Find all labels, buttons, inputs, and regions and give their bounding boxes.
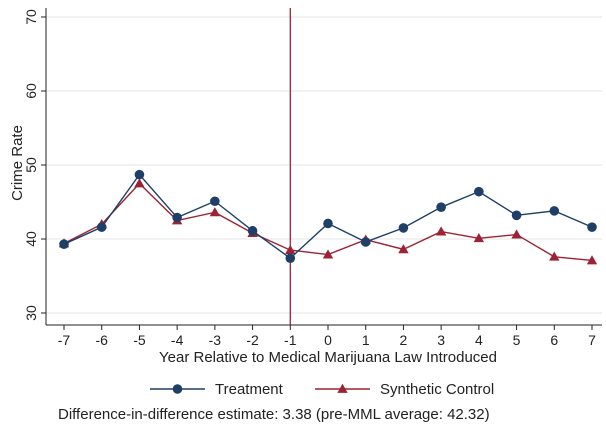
x-tick-label: 4 [475,332,483,348]
data-point [59,239,69,249]
legend: Treatment Synthetic Control [150,381,494,398]
data-point [285,253,296,264]
data-point [247,226,258,236]
x-tick-label: -2 [246,332,259,348]
data-point [209,207,221,217]
x-tick-label: -4 [171,332,184,348]
data-point [96,222,107,232]
data-point [360,237,371,247]
x-tick-label: 1 [362,332,370,348]
data-point [285,244,296,254]
data-point [586,255,598,265]
data-point [323,218,333,229]
legend-label: Synthetic Control [380,381,494,398]
x-tick-label: 2 [400,332,408,348]
data-point [398,244,409,254]
data-point [172,212,182,223]
x-tick-label: -6 [95,332,108,348]
y-axis-title: Crime Rate [9,125,26,201]
x-tick-label: 7 [588,332,596,348]
x-tick-label: 0 [324,332,332,348]
y-tick-label: 30 [23,305,39,321]
data-point [436,202,446,212]
data-point [398,223,409,233]
x-tick-label: 3 [437,332,445,348]
axes: 30 40 50 60 70 -7 -6 -5 -4 -3 -2 -1 0 1 2 3 4 5 6 7 [23,8,602,348]
x-tick-label: 5 [513,332,521,348]
x-tick-label: 6 [550,332,558,348]
did-estimate-note: Difference-in-difference estimate: 3.38 … [58,406,490,423]
y-tick-label: 70 [23,9,39,25]
legend-marker [337,383,348,393]
legend-item: Treatment [150,381,284,398]
data-point [511,229,522,239]
data-point [210,196,220,207]
data-point [549,251,560,261]
x-tick-label: -7 [58,332,71,348]
x-tick-label: -1 [284,332,297,348]
data-point [549,206,560,216]
series-group [58,169,598,265]
data-point [587,222,597,232]
legend-item: Synthetic Control [315,381,494,398]
gridlines [46,16,602,314]
data-point [511,210,522,221]
data-point [322,249,334,259]
series-treatment [59,169,597,264]
y-tick-label: 60 [23,83,39,99]
x-tick-label: -5 [133,332,146,348]
data-point [134,178,145,188]
x-tick-label: -3 [209,332,222,348]
data-point [435,226,447,236]
data-point [474,186,484,197]
y-tick-label: 50 [23,157,39,173]
data-point [134,169,145,180]
x-axis-title: Year Relative to Medical Marijuana Law I… [159,349,497,366]
legend-marker [172,384,183,394]
data-point [473,233,485,243]
legend-label: Treatment [215,381,284,398]
y-tick-label: 40 [23,231,39,247]
